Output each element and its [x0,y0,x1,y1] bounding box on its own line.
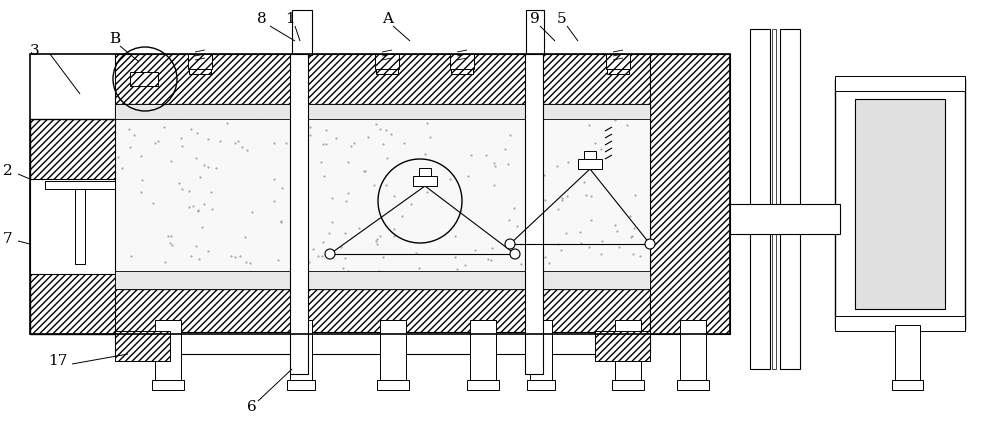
Bar [115,331,170,361]
Bar [287,380,315,390]
Text: 9: 9 [530,12,540,26]
Bar [750,29,770,369]
Bar [895,325,920,390]
Text: 1: 1 [285,12,295,26]
Bar [75,189,85,264]
Bar [115,289,650,334]
Bar [530,320,552,390]
Bar [470,320,496,390]
Bar [152,380,184,390]
Bar [375,54,399,69]
Bar [413,176,437,186]
Bar [290,320,312,390]
Circle shape [510,249,520,259]
Bar [772,29,776,369]
Bar [467,380,499,390]
Bar [835,79,965,329]
Circle shape [645,239,655,249]
Text: 5: 5 [557,12,567,26]
Bar [189,60,211,74]
Bar [595,331,650,361]
Text: 6: 6 [247,400,257,414]
Bar [451,60,473,74]
Text: B: B [109,32,121,46]
Bar [419,168,431,176]
Bar [290,54,308,374]
Bar [30,54,730,334]
Bar [525,54,543,374]
Bar [615,320,641,390]
Text: A: A [382,12,394,26]
Bar [835,316,965,331]
Bar [527,380,555,390]
Text: 2: 2 [3,164,13,178]
Bar [30,119,118,334]
Circle shape [325,249,335,259]
Bar [292,10,312,55]
Bar [612,380,644,390]
Bar [188,54,212,69]
Bar [780,29,800,369]
Bar [115,104,650,119]
Text: 7: 7 [3,232,13,246]
Text: 17: 17 [48,354,68,368]
Bar [606,54,630,69]
Bar [295,104,650,289]
Bar [680,320,706,390]
Bar [115,332,650,354]
Bar [155,320,181,390]
Bar [650,54,730,334]
Bar [115,104,295,289]
Bar [835,76,965,91]
Bar [130,72,158,86]
Bar [376,60,398,74]
Circle shape [505,239,515,249]
Bar [607,60,629,74]
Bar [30,179,118,274]
Bar [578,159,602,169]
Bar [584,151,596,159]
Text: 3: 3 [30,44,40,58]
Bar [730,204,840,234]
Bar [45,181,115,189]
Bar [377,380,409,390]
Bar [892,380,923,390]
Bar [115,54,650,104]
Bar [677,380,709,390]
Bar [855,99,945,309]
Text: 8: 8 [257,12,267,26]
Bar [380,320,406,390]
Bar [526,10,544,55]
Bar [450,54,474,69]
Bar [115,271,650,289]
